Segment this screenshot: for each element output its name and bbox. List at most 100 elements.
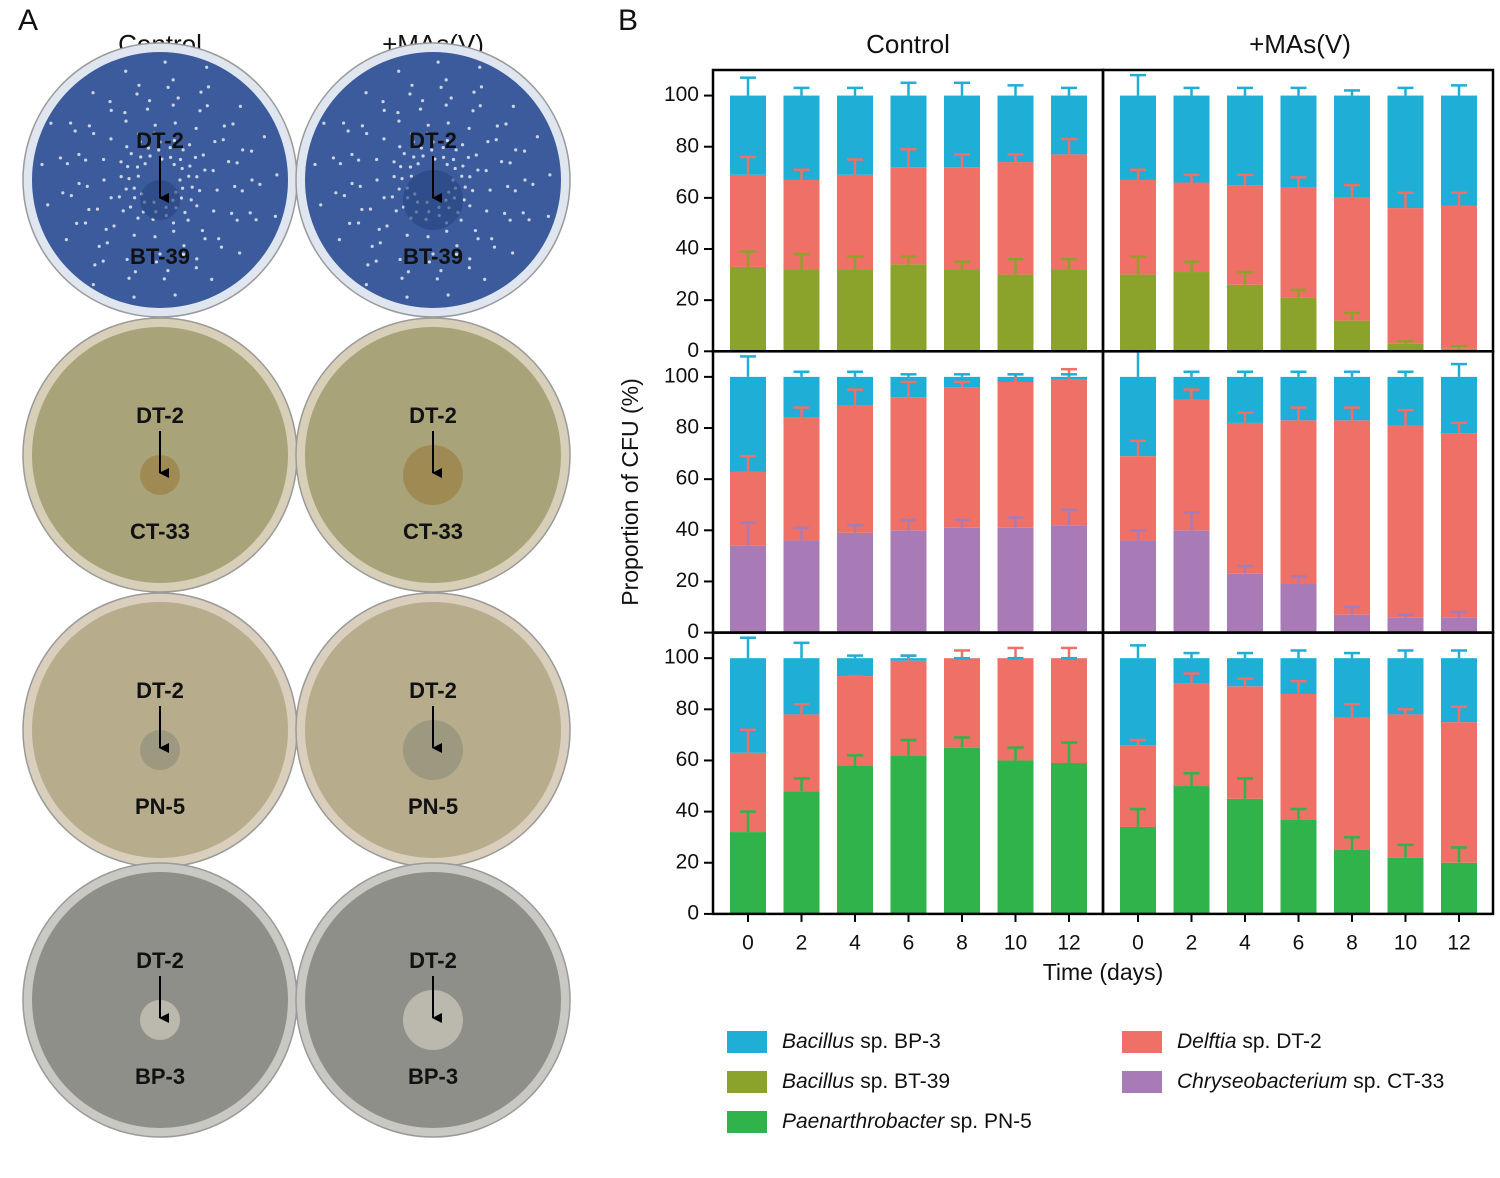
x-tick-label: 6 — [1293, 931, 1305, 954]
colony — [459, 218, 463, 222]
colony — [65, 162, 70, 166]
colony — [205, 65, 209, 69]
bar-segment — [890, 167, 927, 265]
bar-segment — [1280, 584, 1317, 633]
colony — [504, 122, 508, 126]
error-bar — [1290, 176, 1307, 188]
colony — [73, 129, 77, 133]
colony — [153, 235, 157, 239]
bar-segment — [1051, 763, 1087, 914]
colony — [128, 205, 133, 209]
error-bar — [847, 754, 863, 766]
colony — [145, 107, 150, 111]
colony — [249, 149, 254, 153]
panel-label: A — [18, 4, 38, 37]
x-tick-label: 8 — [1346, 931, 1358, 954]
bar-segment — [1441, 95, 1477, 206]
error-bar — [740, 355, 756, 377]
colony — [471, 189, 475, 193]
colony — [152, 131, 156, 136]
colony — [153, 123, 157, 127]
colony — [342, 121, 346, 125]
error-bar — [1237, 370, 1253, 377]
error-bar — [1237, 173, 1253, 186]
colony — [364, 282, 368, 287]
error-bar — [740, 636, 756, 659]
bar-segment — [783, 540, 820, 633]
colony — [235, 161, 239, 165]
error-bar — [1007, 84, 1024, 96]
colony — [139, 155, 143, 159]
x-tick-label: 2 — [1186, 931, 1198, 954]
error-bar — [1061, 646, 1077, 659]
colony — [194, 266, 198, 270]
colony — [322, 121, 326, 125]
colony — [172, 162, 176, 167]
colony — [331, 156, 336, 160]
error-bar — [847, 370, 863, 377]
colony — [143, 162, 147, 166]
plate-label: DT-2 — [136, 678, 184, 703]
colony — [474, 153, 478, 157]
legend-swatch — [727, 1111, 767, 1133]
colony — [418, 107, 423, 111]
colony — [479, 85, 484, 89]
colony — [119, 160, 123, 164]
error-bar — [1061, 137, 1077, 155]
colony — [210, 277, 214, 281]
bar-segment — [837, 658, 873, 677]
colony — [382, 196, 386, 200]
colony — [132, 295, 136, 299]
colony — [226, 160, 231, 164]
colony — [472, 90, 476, 94]
colony — [431, 140, 435, 144]
bar-segment — [1334, 614, 1370, 633]
bar-segment — [1334, 197, 1370, 321]
error-bar — [1183, 511, 1200, 531]
error-bar — [1183, 86, 1200, 96]
bar-segment — [997, 760, 1034, 914]
colony — [248, 211, 252, 215]
colony — [445, 229, 449, 233]
colony — [171, 103, 175, 107]
colony — [187, 143, 192, 147]
colony — [412, 155, 416, 159]
colony — [546, 214, 550, 218]
colony — [334, 191, 338, 195]
colony — [436, 60, 440, 64]
error-bar — [900, 255, 917, 265]
colony — [166, 85, 170, 89]
colony — [178, 178, 182, 182]
colony — [97, 244, 101, 248]
error-bar — [1344, 702, 1360, 717]
bar-segment — [1334, 320, 1370, 352]
colony — [441, 155, 446, 159]
error-bar — [954, 153, 970, 168]
bar-segment — [1173, 786, 1210, 914]
colony — [46, 203, 50, 207]
colony — [229, 211, 234, 215]
colony — [495, 124, 499, 128]
bar-segment — [890, 397, 927, 531]
colony — [121, 209, 125, 213]
colony — [215, 188, 219, 192]
error-bar — [793, 370, 810, 377]
colony — [375, 178, 379, 182]
y-axis-label: Proportion of CFU (%) — [617, 378, 643, 606]
error-bar — [793, 168, 810, 180]
colony — [467, 266, 471, 270]
colony — [492, 245, 497, 249]
error-bar — [793, 406, 810, 418]
bar-segment — [1280, 693, 1317, 820]
error-bar — [740, 76, 756, 96]
bar-segment — [1120, 274, 1156, 352]
colony — [262, 135, 266, 139]
bar-segment — [1173, 182, 1210, 273]
colony — [217, 237, 221, 241]
x-tick-label: 10 — [1004, 931, 1027, 954]
error-bar — [1397, 708, 1414, 715]
y-tick-label: 100 — [664, 83, 699, 106]
error-bar — [1290, 679, 1307, 694]
colony — [405, 295, 409, 299]
colony — [199, 90, 203, 94]
